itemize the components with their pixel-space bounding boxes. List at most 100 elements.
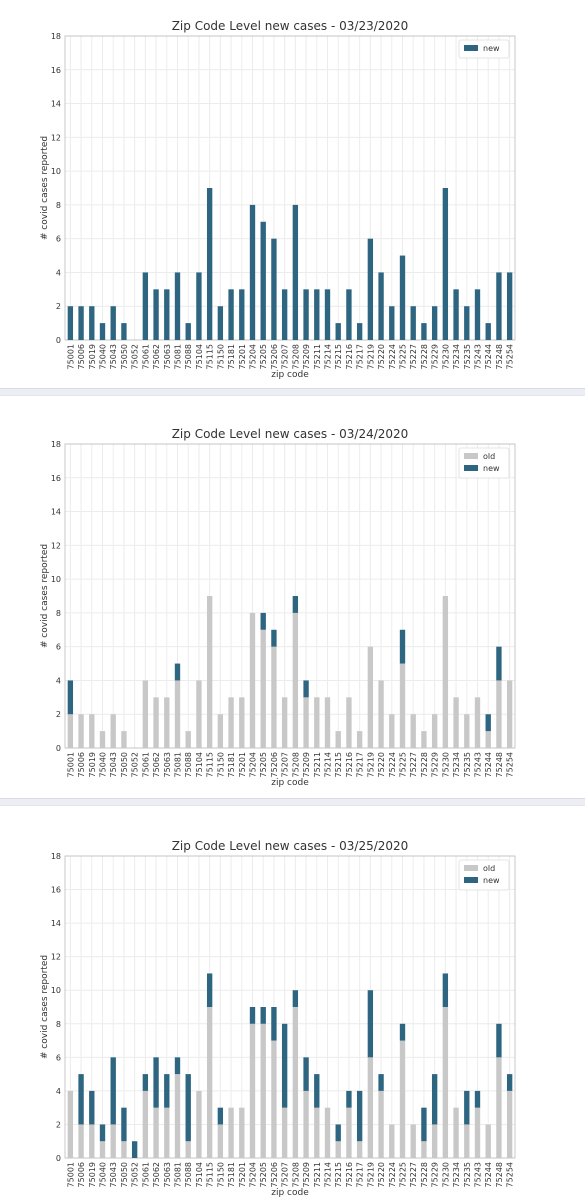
- bar-old: [153, 697, 159, 748]
- bar-new: [378, 1074, 384, 1091]
- bar-old: [464, 1124, 470, 1158]
- bar-old: [335, 731, 341, 748]
- bar-old: [99, 1141, 106, 1158]
- x-tick-label: 75220: [377, 752, 386, 777]
- bar-new: [78, 306, 84, 340]
- bar-chart-0323: Zip Code Level new cases - 03/23/2020 0 2 4…: [40, 19, 516, 380]
- x-tick-label: 75214: [324, 1162, 333, 1187]
- bar-new: [142, 272, 149, 340]
- x-tick-label: 75050: [120, 752, 129, 777]
- bar-new: [78, 1074, 84, 1125]
- x-tick-label: 75214: [324, 344, 333, 369]
- x-tick-label: 75115: [206, 752, 215, 777]
- bar-new: [464, 1090, 470, 1125]
- y-tick-label: 8: [56, 609, 61, 618]
- x-tick-label: 75201: [238, 1162, 247, 1187]
- y-tick-label: 18: [51, 852, 61, 861]
- bar-old: [121, 731, 127, 748]
- x-tick-label: 75220: [377, 1162, 386, 1187]
- bar-new: [281, 289, 288, 340]
- x-tick-label: 75081: [174, 1162, 183, 1187]
- x-tick-label: 75205: [259, 752, 268, 777]
- x-tick-label: 75206: [270, 1162, 279, 1187]
- y-tick-label: 10: [51, 986, 61, 995]
- bar-new: [206, 188, 213, 340]
- plot-frame: [64, 443, 516, 749]
- bar-new: [367, 238, 374, 340]
- panel-divider: [0, 798, 585, 806]
- bar-new: [335, 1124, 341, 1142]
- x-tick-label: 75204: [249, 1162, 258, 1187]
- x-tick-label: 75052: [131, 344, 140, 369]
- bar-new: [506, 1074, 513, 1091]
- x-tick-label: 75206: [270, 752, 279, 777]
- bar-old: [174, 680, 181, 748]
- bar-old: [389, 1124, 395, 1158]
- bar-new: [346, 289, 352, 340]
- bar-old: [78, 714, 84, 748]
- bar-new: [464, 306, 470, 340]
- chart-panel-1: Zip Code Level new cases - 03/23/2020 0 2 4…: [0, 0, 585, 388]
- bar-old: [249, 612, 256, 748]
- bar-old: [335, 1141, 341, 1158]
- x-tick-label: 75207: [281, 344, 290, 369]
- bar-new: [99, 1124, 106, 1142]
- x-tick-label: 75216: [345, 344, 354, 369]
- bar-old: [89, 1124, 95, 1158]
- bar-new: [506, 272, 513, 340]
- y-tick-label: 12: [51, 133, 61, 142]
- x-tick-label: 75227: [409, 1162, 418, 1187]
- bar-old: [239, 697, 245, 748]
- x-tick-label: 75019: [88, 344, 97, 369]
- bar-old: [356, 731, 363, 748]
- bar-new: [421, 1107, 427, 1142]
- x-tick-label: 75215: [334, 344, 343, 369]
- bar-new: [110, 306, 116, 340]
- x-tick-label: 75104: [195, 344, 204, 369]
- legend: old new: [458, 859, 510, 891]
- bar-new: [67, 306, 74, 340]
- bar-new: [142, 1074, 149, 1091]
- panel-divider: [0, 388, 585, 396]
- bar-old: [271, 646, 277, 748]
- bar-old: [485, 1124, 491, 1158]
- bar-old: [303, 1090, 309, 1158]
- bar-old: [164, 697, 170, 748]
- bar-new: [185, 323, 191, 340]
- x-tick-label: 75248: [495, 752, 504, 777]
- bar-old: [378, 680, 384, 748]
- x-tick-label: 75228: [420, 344, 429, 369]
- x-tick-label: 75228: [420, 752, 429, 777]
- x-tick-label: 75088: [184, 1162, 193, 1187]
- bar-new: [292, 596, 299, 613]
- x-tick-label: 75230: [441, 344, 450, 369]
- x-tick-label: 75001: [66, 1162, 75, 1187]
- bar-new: [292, 204, 299, 340]
- x-tick-label: 75229: [431, 1162, 440, 1187]
- bar-new: [356, 323, 363, 340]
- y-axis-label: # covid cases reported: [40, 136, 50, 240]
- bar-old: [442, 1007, 449, 1158]
- x-tick-label: 75040: [99, 752, 108, 777]
- x-tick-label: 75150: [216, 1162, 225, 1187]
- x-tick-label: 75243: [474, 752, 483, 777]
- y-tick-label: 18: [51, 32, 61, 41]
- x-tick-label: 75019: [88, 752, 97, 777]
- x-tick-label: 75050: [120, 1162, 129, 1187]
- plot-frame: [64, 855, 516, 1159]
- x-tick-label: 75081: [174, 752, 183, 777]
- x-tick-label: 75204: [249, 344, 258, 369]
- x-tick-label: 75006: [77, 1162, 86, 1187]
- x-tick-label: 75043: [109, 344, 118, 369]
- bar-old: [421, 1141, 427, 1158]
- bar-old: [356, 1141, 363, 1158]
- bar-old: [421, 731, 427, 748]
- y-tick-label: 4: [56, 676, 61, 685]
- bar-old: [410, 714, 416, 748]
- bar-new: [442, 188, 449, 340]
- x-tick-label: 75061: [141, 752, 150, 777]
- bar-old: [399, 1040, 406, 1158]
- y-tick-label: 4: [56, 1087, 61, 1096]
- y-tick-label: 10: [51, 575, 61, 584]
- bar-old: [367, 1057, 374, 1158]
